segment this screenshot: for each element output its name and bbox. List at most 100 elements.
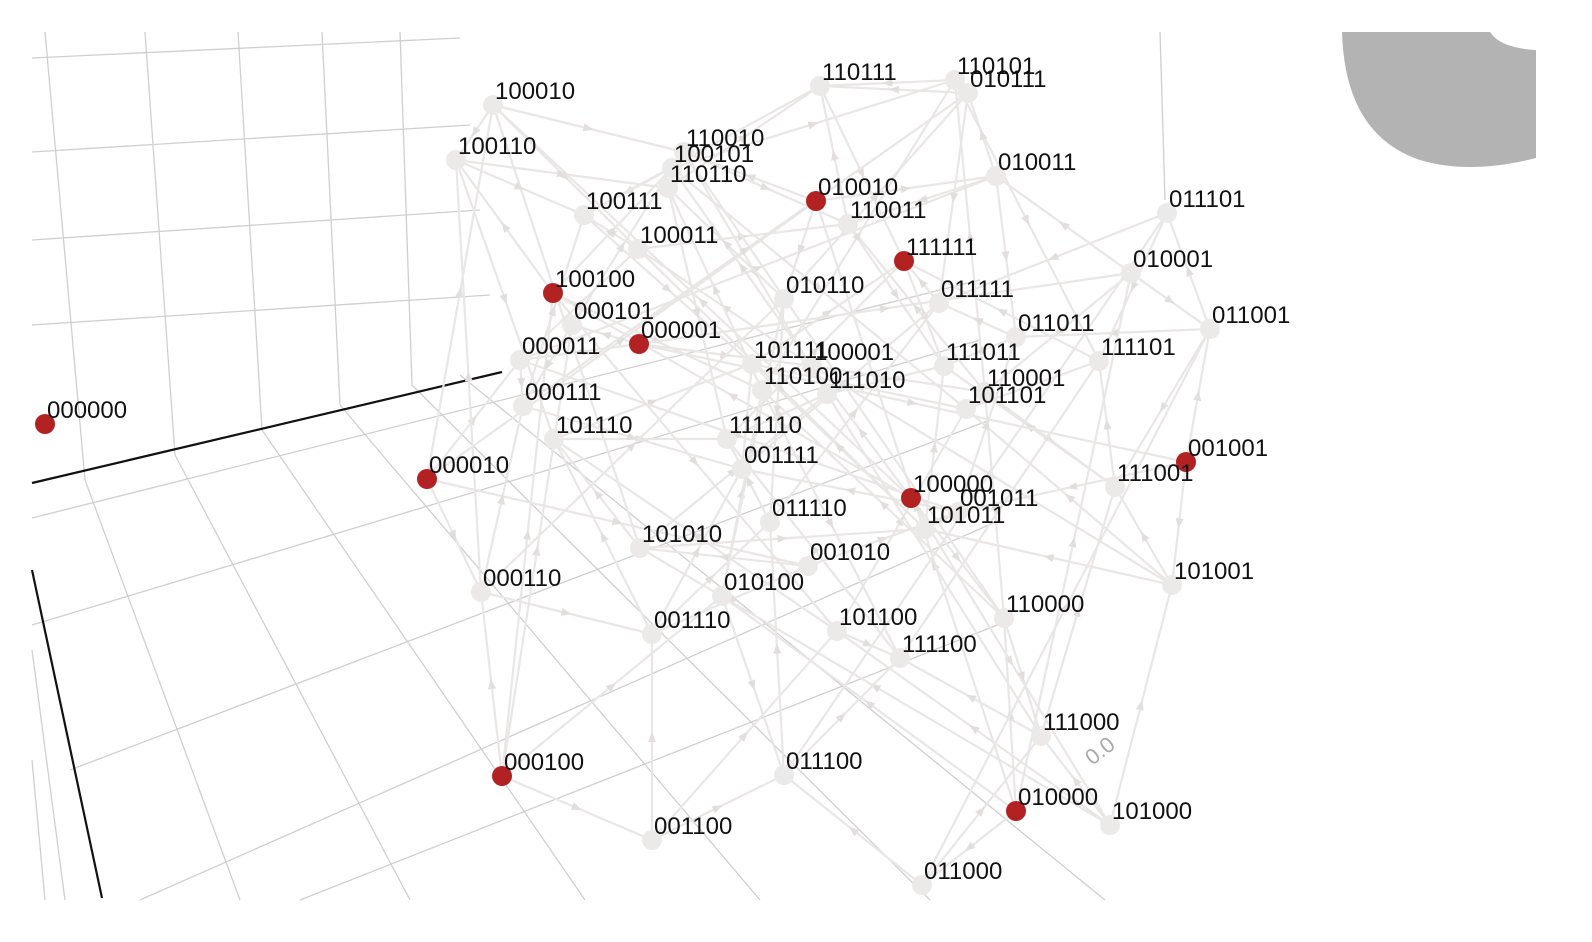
node-100100 <box>543 283 563 303</box>
node-label-001100: 001100 <box>654 813 732 840</box>
edge-arrowhead <box>889 85 900 94</box>
node-100011 <box>628 239 648 259</box>
edge-arrowhead <box>773 405 782 416</box>
edge-arrowhead <box>691 532 702 542</box>
edge-arrowhead <box>501 222 511 233</box>
edge-arrowhead <box>1130 280 1139 292</box>
edge-arrowhead <box>448 529 457 541</box>
edge-arrowhead <box>1140 531 1150 543</box>
node-001110 <box>642 624 662 644</box>
node-label-100111: 100111 <box>586 188 663 215</box>
node-label-110010: 110010 <box>686 125 764 152</box>
node-label-001110: 001110 <box>654 607 731 634</box>
node-label-000010: 000010 <box>429 452 509 479</box>
node-100111 <box>574 205 594 225</box>
node-111101 <box>1089 351 1109 371</box>
node-100000 <box>901 488 921 508</box>
edge-arrowhead <box>1072 776 1082 787</box>
edge-arrowhead <box>917 194 928 203</box>
edge-arrowhead <box>1021 214 1030 225</box>
edge-arrowhead <box>745 174 757 182</box>
node-label-110100: 110100 <box>764 363 842 390</box>
edge-arrowhead <box>737 134 749 144</box>
edge-arrowhead <box>997 308 1008 317</box>
node-label-010000: 010000 <box>1018 784 1098 811</box>
edge-arrowhead <box>488 679 497 690</box>
edge-arrowhead <box>513 181 525 190</box>
node-label-101001: 101001 <box>1174 558 1254 585</box>
node-label-000110: 000110 <box>483 565 561 592</box>
node-101000 <box>1100 815 1120 835</box>
edge-arrowhead <box>605 682 616 693</box>
node-label-010110: 010110 <box>786 272 864 299</box>
edge-arrowhead <box>593 489 604 500</box>
node-000011 <box>510 350 530 370</box>
edge-layer <box>425 78 1212 886</box>
edge-arrowhead <box>864 700 876 710</box>
edge-arrowhead <box>990 500 999 511</box>
edge-arrowhead <box>1103 419 1112 430</box>
node-011011 <box>1006 327 1026 347</box>
node-000010 <box>417 469 437 489</box>
edge-arrowhead <box>879 377 891 386</box>
edge-arrowhead <box>975 806 985 817</box>
node-001010 <box>798 556 818 576</box>
edge-arrowhead <box>869 192 880 203</box>
node-label-001011: 001011 <box>960 485 1038 512</box>
node-label-101111: 101111 <box>754 337 829 364</box>
edge-arrowhead <box>606 226 616 237</box>
edge-arrowhead <box>929 442 938 453</box>
node-label-101000: 101000 <box>1112 798 1192 825</box>
edge-arrowhead <box>544 359 554 370</box>
node-label-111000: 111000 <box>1043 709 1120 736</box>
edge-arrowhead <box>746 476 755 487</box>
edge-arrowhead <box>1193 390 1202 402</box>
node-label-110001: 110001 <box>987 365 1065 392</box>
node-000100 <box>492 766 512 786</box>
node-label-111011: 111011 <box>946 339 1021 366</box>
node-label-010010: 010010 <box>818 174 898 201</box>
edge-arrowhead <box>559 170 570 181</box>
edge-arrowhead <box>966 231 975 242</box>
edge-arrowhead <box>797 244 806 255</box>
edge-arrowhead <box>975 345 987 354</box>
node-101100 <box>827 621 847 641</box>
edge-arrowhead <box>849 826 860 837</box>
edge-arrowhead <box>965 841 976 852</box>
node-label-000111: 000111 <box>525 379 602 406</box>
edge-arrowhead <box>835 712 846 723</box>
edge-arrowhead <box>572 301 583 311</box>
edge-arrowhead <box>845 487 856 496</box>
node-101101 <box>956 399 976 419</box>
edge-arrowhead <box>937 514 948 523</box>
edge-arrowhead <box>825 517 834 529</box>
node-label-100100: 100100 <box>555 266 635 293</box>
edge-arrowhead <box>574 347 585 356</box>
node-label-000100: 000100 <box>504 749 584 776</box>
node-label-100011: 100011 <box>640 222 718 249</box>
node-label-001010: 001010 <box>810 539 890 566</box>
edge-arrowhead <box>1001 251 1010 262</box>
node-111011 <box>934 356 954 376</box>
edge-arrowhead <box>455 287 464 298</box>
edge-arrowhead <box>950 192 959 203</box>
edge-arrowhead <box>1135 700 1144 711</box>
node-001001 <box>1176 452 1196 472</box>
edge-arrowhead <box>906 398 918 406</box>
node-011001 <box>1200 319 1220 339</box>
node-011000 <box>912 875 932 895</box>
edge-arrowhead <box>1164 294 1175 304</box>
grey-shape <box>1342 32 1536 168</box>
edge-arrowhead <box>862 638 874 647</box>
edge-arrowhead <box>556 169 567 178</box>
edge-arrowhead <box>810 544 820 555</box>
node-111111 <box>894 251 914 271</box>
edge-arrowhead <box>692 307 701 319</box>
edge-arrowhead <box>777 534 788 543</box>
node-101001 <box>1162 575 1182 595</box>
edge-arrowhead <box>719 553 730 562</box>
edge-arrowhead <box>517 377 526 388</box>
node-110001 <box>975 382 995 402</box>
node-111110 <box>717 429 737 449</box>
node-110111 <box>810 76 830 96</box>
